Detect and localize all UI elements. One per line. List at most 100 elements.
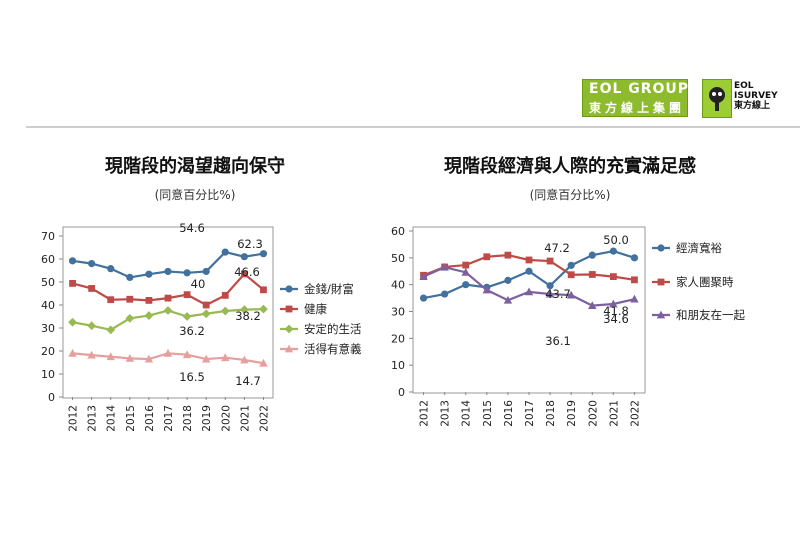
chart2-data-point: [482, 285, 492, 294]
chart2-ytick-label: 40: [391, 279, 405, 292]
chart1-data-point: [144, 311, 154, 320]
eol-isurvey-icon: [702, 79, 732, 118]
chart1-data-label: 46.6: [234, 265, 260, 279]
chart1-data-point: [125, 353, 135, 362]
chart1-data-point: [239, 305, 249, 314]
chart2-data-point: [503, 295, 513, 304]
chart2-data-point: [441, 290, 449, 298]
chart1-data-point: [68, 348, 77, 357]
chart2-data-point: [588, 271, 596, 278]
eol-group-logo-line2: 東方線上集團: [589, 101, 686, 115]
survey-logo-line3: 東方線上: [734, 101, 771, 111]
chart1-legend-marker: [284, 324, 294, 334]
chart2-ytick-label: 20: [391, 332, 405, 345]
chart1-ytick-label: 60: [41, 253, 55, 266]
chart2-data-point: [546, 257, 554, 265]
chart1-data-label: 38.2: [235, 309, 261, 323]
chart1-data-point: [221, 248, 229, 256]
chart2-data-point: [631, 276, 638, 284]
chart1-xtick-label: 2021: [239, 405, 251, 432]
survey-logo-line2: ISURVEY: [734, 91, 778, 101]
chart1-xtick-label: 2017: [163, 405, 175, 432]
chart1-data-point: [164, 267, 172, 276]
chart1-data-point: [201, 354, 211, 363]
chart1-data-point: [163, 348, 173, 357]
chart1-data-point: [125, 313, 135, 323]
chart1-data-point: [126, 295, 134, 303]
chart2-data-point: [545, 289, 555, 298]
chart1-data-point: [144, 354, 154, 363]
chart2-data-point: [546, 282, 554, 290]
chart2-legend-label: 經濟寬裕: [676, 241, 722, 255]
chart1-data-point: [183, 291, 191, 299]
chart2-data-point: [567, 271, 575, 279]
chart2-data-point: [440, 262, 449, 271]
chart2-legend-marker: [657, 278, 665, 286]
chart1-data-label: 16.5: [179, 370, 205, 384]
chart1-data-point: [68, 317, 77, 327]
chart1-xtick-label: 2020: [220, 405, 232, 432]
chart2-xtick-label: 2019: [566, 400, 578, 427]
chart2-data-point: [524, 287, 534, 296]
chart2-data-label: 34.6: [603, 312, 629, 326]
chart1-legend-label: 安定的生活: [304, 322, 362, 336]
chart1-xtick-label: 2013: [87, 405, 99, 432]
chart1-xtick-label: 2016: [144, 405, 156, 432]
chart2-data-point: [609, 299, 618, 308]
chart1-legend-marker: [285, 305, 293, 313]
chart2-legend-label: 家人團聚時: [676, 275, 734, 289]
chart1-data-point: [107, 296, 115, 304]
chart2-title: 現階段經濟與人際的充實滿足感: [444, 156, 696, 177]
chart2-data-point: [504, 276, 512, 284]
chart2-legend-label: 和朋友在一起: [676, 308, 745, 322]
chart1-data-point: [87, 350, 96, 359]
chart1-data-point: [240, 270, 248, 278]
chart1-data-point: [202, 301, 210, 309]
chart1-xtick-label: 2019: [201, 405, 213, 432]
chart1-legend-marker: [285, 285, 293, 293]
chart2-ytick-label: 50: [391, 252, 405, 265]
chart1-data-point: [221, 353, 230, 362]
chart1-data-point: [240, 253, 248, 261]
header-divider: [26, 126, 800, 128]
chart1-data-point: [220, 306, 230, 316]
chart2-legend-marker: [657, 244, 665, 252]
chart1-subtitle: (同意百分比%): [154, 188, 236, 202]
chart1-data-point: [106, 352, 115, 361]
chart2-xtick-label: 2017: [524, 400, 536, 427]
chart2-data-point: [419, 294, 428, 302]
chart1-ytick-label: 0: [48, 391, 55, 404]
chart2-data-point: [630, 294, 639, 303]
chart1-data-point: [240, 355, 249, 364]
chart1-data-point: [259, 304, 268, 314]
chart1-data-point: [145, 297, 153, 304]
chart1-data-point: [88, 285, 96, 292]
chart1-title: 現階段的渴望趨向保守: [105, 156, 285, 177]
chart1-data-point: [202, 267, 210, 276]
chart1-data-point: [107, 265, 115, 273]
chart1-data-point: [88, 260, 96, 268]
chart1-data-point: [106, 325, 116, 335]
chart2-data-point: [567, 261, 575, 269]
chart2-data-point: [630, 254, 639, 262]
chart2-xtick-label: 2020: [587, 400, 599, 427]
chart1-data-point: [259, 250, 268, 258]
eol-isurvey-logo-text: EOL ISURVEY 東方線上: [734, 81, 778, 111]
chart1-legend-label: 金錢/財富: [304, 282, 354, 296]
chart1-xtick-label: 2022: [258, 405, 270, 432]
chart1-data-point: [183, 269, 191, 277]
chart2-data-label: 36.1: [545, 334, 571, 348]
survey-logo-line1: EOL: [734, 81, 754, 91]
chart2-data-point: [525, 267, 533, 275]
chart1-data-point: [87, 321, 97, 331]
chart1-legend-label: 活得有意義: [304, 342, 362, 356]
chart1-data-label: 36.2: [179, 324, 205, 338]
chart1-data-point: [68, 257, 77, 265]
chart1-data-label: 14.7: [235, 374, 261, 388]
chart2-data-point: [609, 247, 617, 255]
chart1-data-point: [163, 306, 173, 315]
chart1-data-label: 54.6: [179, 221, 205, 235]
chart2-xtick-label: 2012: [419, 400, 431, 427]
chart2-subtitle: (同意百分比%): [529, 188, 611, 202]
